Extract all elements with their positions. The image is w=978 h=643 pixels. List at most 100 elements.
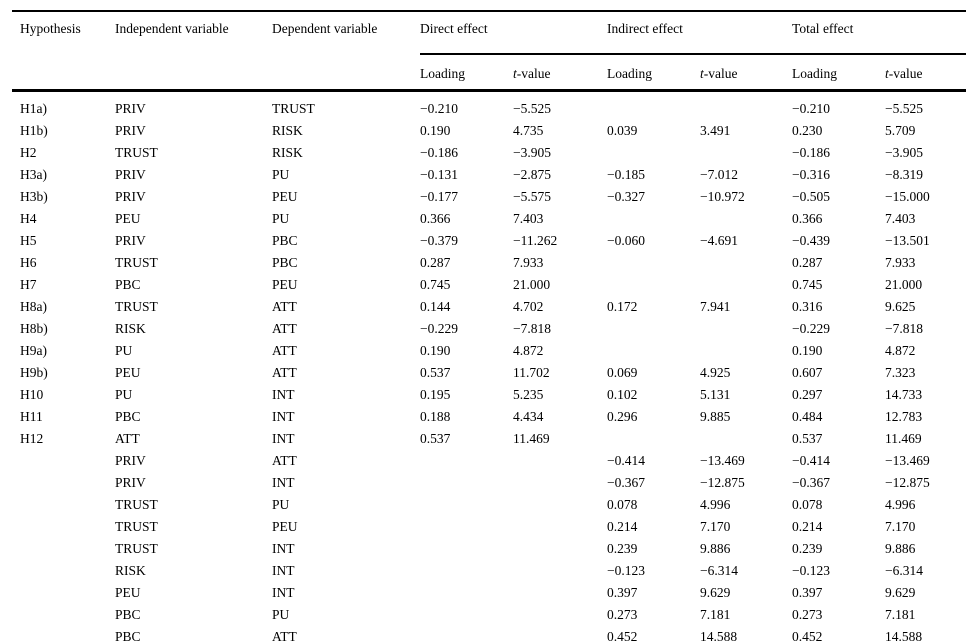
cell-indirect-loading: 0.296 [607, 409, 638, 424]
cell-total-tvalue: 7.181 [885, 607, 916, 622]
cell-total-tvalue: −5.525 [885, 89, 967, 120]
header-row-measures: Loading t-value Loading t-value Loading … [12, 54, 966, 91]
col-header-direct-tvalue: t-value [513, 54, 607, 91]
tvalue-t-label: t [700, 65, 704, 81]
col-group-indirect-effect: Indirect effect [607, 11, 793, 55]
cell-dependent-variable: RISK [272, 123, 303, 138]
cell-direct-tvalue [513, 626, 607, 643]
cell-independent-variable: TRUST [115, 255, 158, 270]
col-header-indirect-tvalue: t-value [700, 54, 792, 91]
cell-hypothesis [12, 472, 115, 494]
table-row: H7 PBC PEU 0.745 21.000 0.745 21.000 [12, 274, 966, 296]
cell-direct-tvalue: 4.702 [513, 299, 544, 314]
cell-dependent-variable: PU [272, 607, 290, 622]
cell-hypothesis: H6 [20, 255, 37, 270]
cell-indirect-tvalue: 14.588 [700, 629, 738, 643]
cell-dependent-variable: ATT [272, 343, 297, 358]
cell-total-loading: 0.239 [792, 541, 823, 556]
cell-direct-loading: −0.131 [420, 167, 458, 182]
header-row-groups: Hypothesis Independent variable Dependen… [12, 11, 967, 55]
tvalue-t-label: t [513, 65, 517, 81]
cell-total-tvalue: 21.000 [885, 277, 923, 292]
table-row: H6 TRUST PBC 0.287 7.933 0.287 7.933 [12, 252, 966, 274]
col-header-total-tvalue: t-value [885, 54, 966, 91]
cell-indirect-tvalue: 7.181 [700, 607, 731, 622]
table-row: H1b) PRIV RISK 0.190 4.735 0.039 3.491 0.230 5.7… [12, 120, 966, 142]
cell-total-loading: 0.397 [792, 585, 823, 600]
cell-hypothesis [12, 604, 115, 626]
cell-dependent-variable: ATT [272, 321, 297, 336]
cell-total-tvalue: −13.501 [885, 233, 930, 248]
cell-indirect-loading [607, 318, 700, 340]
cell-independent-variable: TRUST [115, 497, 158, 512]
cell-indirect-loading [607, 428, 700, 450]
cell-independent-variable: PEU [115, 585, 141, 600]
cell-total-loading: 0.190 [792, 343, 823, 358]
tvalue-rest-label: -value [703, 65, 738, 81]
cell-direct-tvalue: 7.933 [513, 255, 544, 270]
cell-independent-variable: PRIV [115, 233, 146, 248]
cell-independent-variable: PEU [115, 365, 141, 380]
cell-total-tvalue: 4.872 [885, 343, 916, 358]
cell-direct-tvalue [513, 538, 607, 560]
cell-total-tvalue: 7.323 [885, 365, 916, 380]
cell-total-tvalue: 9.629 [885, 585, 916, 600]
cell-direct-loading [420, 494, 513, 516]
cell-hypothesis: H3a) [20, 167, 47, 182]
cell-indirect-tvalue [700, 89, 793, 120]
cell-total-loading: −0.505 [792, 189, 831, 204]
cell-indirect-tvalue [700, 252, 792, 274]
cell-direct-loading [420, 560, 513, 582]
cell-direct-tvalue [513, 494, 607, 516]
table-row: H10 PU INT 0.195 5.235 0.102 5.131 0.297 14.733 [12, 384, 966, 406]
cell-indirect-loading [607, 252, 700, 274]
cell-total-loading: 0.484 [792, 409, 823, 424]
cell-independent-variable: PBC [115, 409, 141, 424]
cell-indirect-loading: −0.367 [607, 475, 645, 490]
cell-direct-tvalue [513, 604, 607, 626]
table-row: H9b) PEU ATT 0.537 11.702 0.069 4.925 0.607 7.32… [12, 362, 966, 384]
cell-total-loading: −0.414 [792, 453, 831, 468]
cell-direct-loading: 0.537 [420, 365, 451, 380]
cell-independent-variable: PBC [115, 277, 141, 292]
cell-total-tvalue: −8.319 [885, 167, 924, 182]
col-header-dependent-variable: Dependent variable [272, 21, 378, 36]
cell-total-loading: 0.607 [792, 365, 823, 380]
cell-direct-tvalue: 4.735 [513, 123, 544, 138]
cell-dependent-variable: INT [272, 541, 295, 556]
cell-independent-variable: PU [115, 387, 133, 402]
cell-independent-variable: TRUST [115, 519, 158, 534]
cell-indirect-tvalue: −6.314 [700, 563, 738, 578]
cell-total-tvalue: 14.588 [885, 629, 923, 643]
cell-hypothesis: H4 [20, 211, 37, 226]
cell-total-tvalue: 7.933 [885, 255, 916, 270]
col-header-hypothesis: Hypothesis [20, 21, 81, 36]
cell-hypothesis: H8a) [20, 299, 47, 314]
cell-indirect-loading: 0.214 [607, 519, 638, 534]
cell-dependent-variable: PEU [272, 277, 298, 292]
cell-independent-variable: PU [115, 343, 133, 358]
cell-independent-variable: PRIV [115, 167, 146, 182]
cell-indirect-tvalue [700, 428, 792, 450]
cell-indirect-tvalue: 9.885 [700, 409, 731, 424]
cell-indirect-tvalue [700, 142, 792, 164]
cell-total-loading: 0.366 [792, 211, 823, 226]
cell-indirect-loading: 0.039 [607, 123, 638, 138]
cell-dependent-variable: INT [272, 475, 295, 490]
cell-hypothesis [12, 494, 115, 516]
cell-direct-loading [420, 626, 513, 643]
cell-direct-loading: 0.287 [420, 255, 451, 270]
cell-total-loading: 0.287 [792, 255, 823, 270]
cell-total-loading: 0.537 [792, 431, 823, 446]
cell-indirect-tvalue: 3.491 [700, 123, 731, 138]
cell-total-loading: −0.316 [792, 167, 831, 182]
tvalue-t-label: t [885, 65, 889, 81]
cell-direct-loading: −0.379 [420, 233, 458, 248]
cell-total-loading: 0.297 [792, 387, 823, 402]
cell-independent-variable: TRUST [115, 299, 158, 314]
table-row: PBC PU 0.273 7.181 0.273 7.181 [12, 604, 966, 626]
cell-indirect-loading: −0.327 [607, 189, 645, 204]
cell-total-loading: 0.230 [792, 123, 823, 138]
cell-indirect-tvalue: 9.629 [700, 585, 731, 600]
table-row: PEU INT 0.397 9.629 0.397 9.629 [12, 582, 966, 604]
